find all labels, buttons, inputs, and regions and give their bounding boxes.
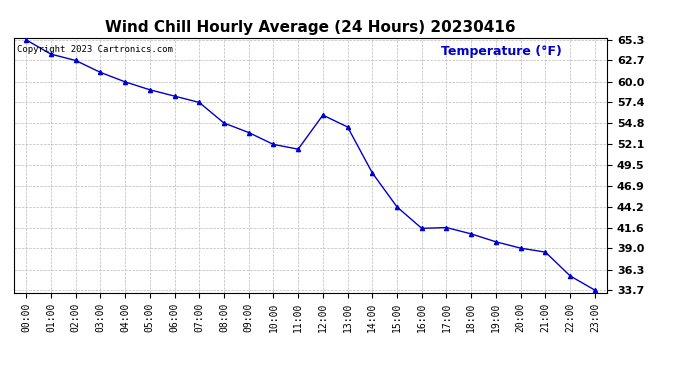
Text: Copyright 2023 Cartronics.com: Copyright 2023 Cartronics.com xyxy=(17,45,172,54)
Text: Temperature (°F): Temperature (°F) xyxy=(441,45,562,58)
Title: Wind Chill Hourly Average (24 Hours) 20230416: Wind Chill Hourly Average (24 Hours) 202… xyxy=(105,20,516,35)
